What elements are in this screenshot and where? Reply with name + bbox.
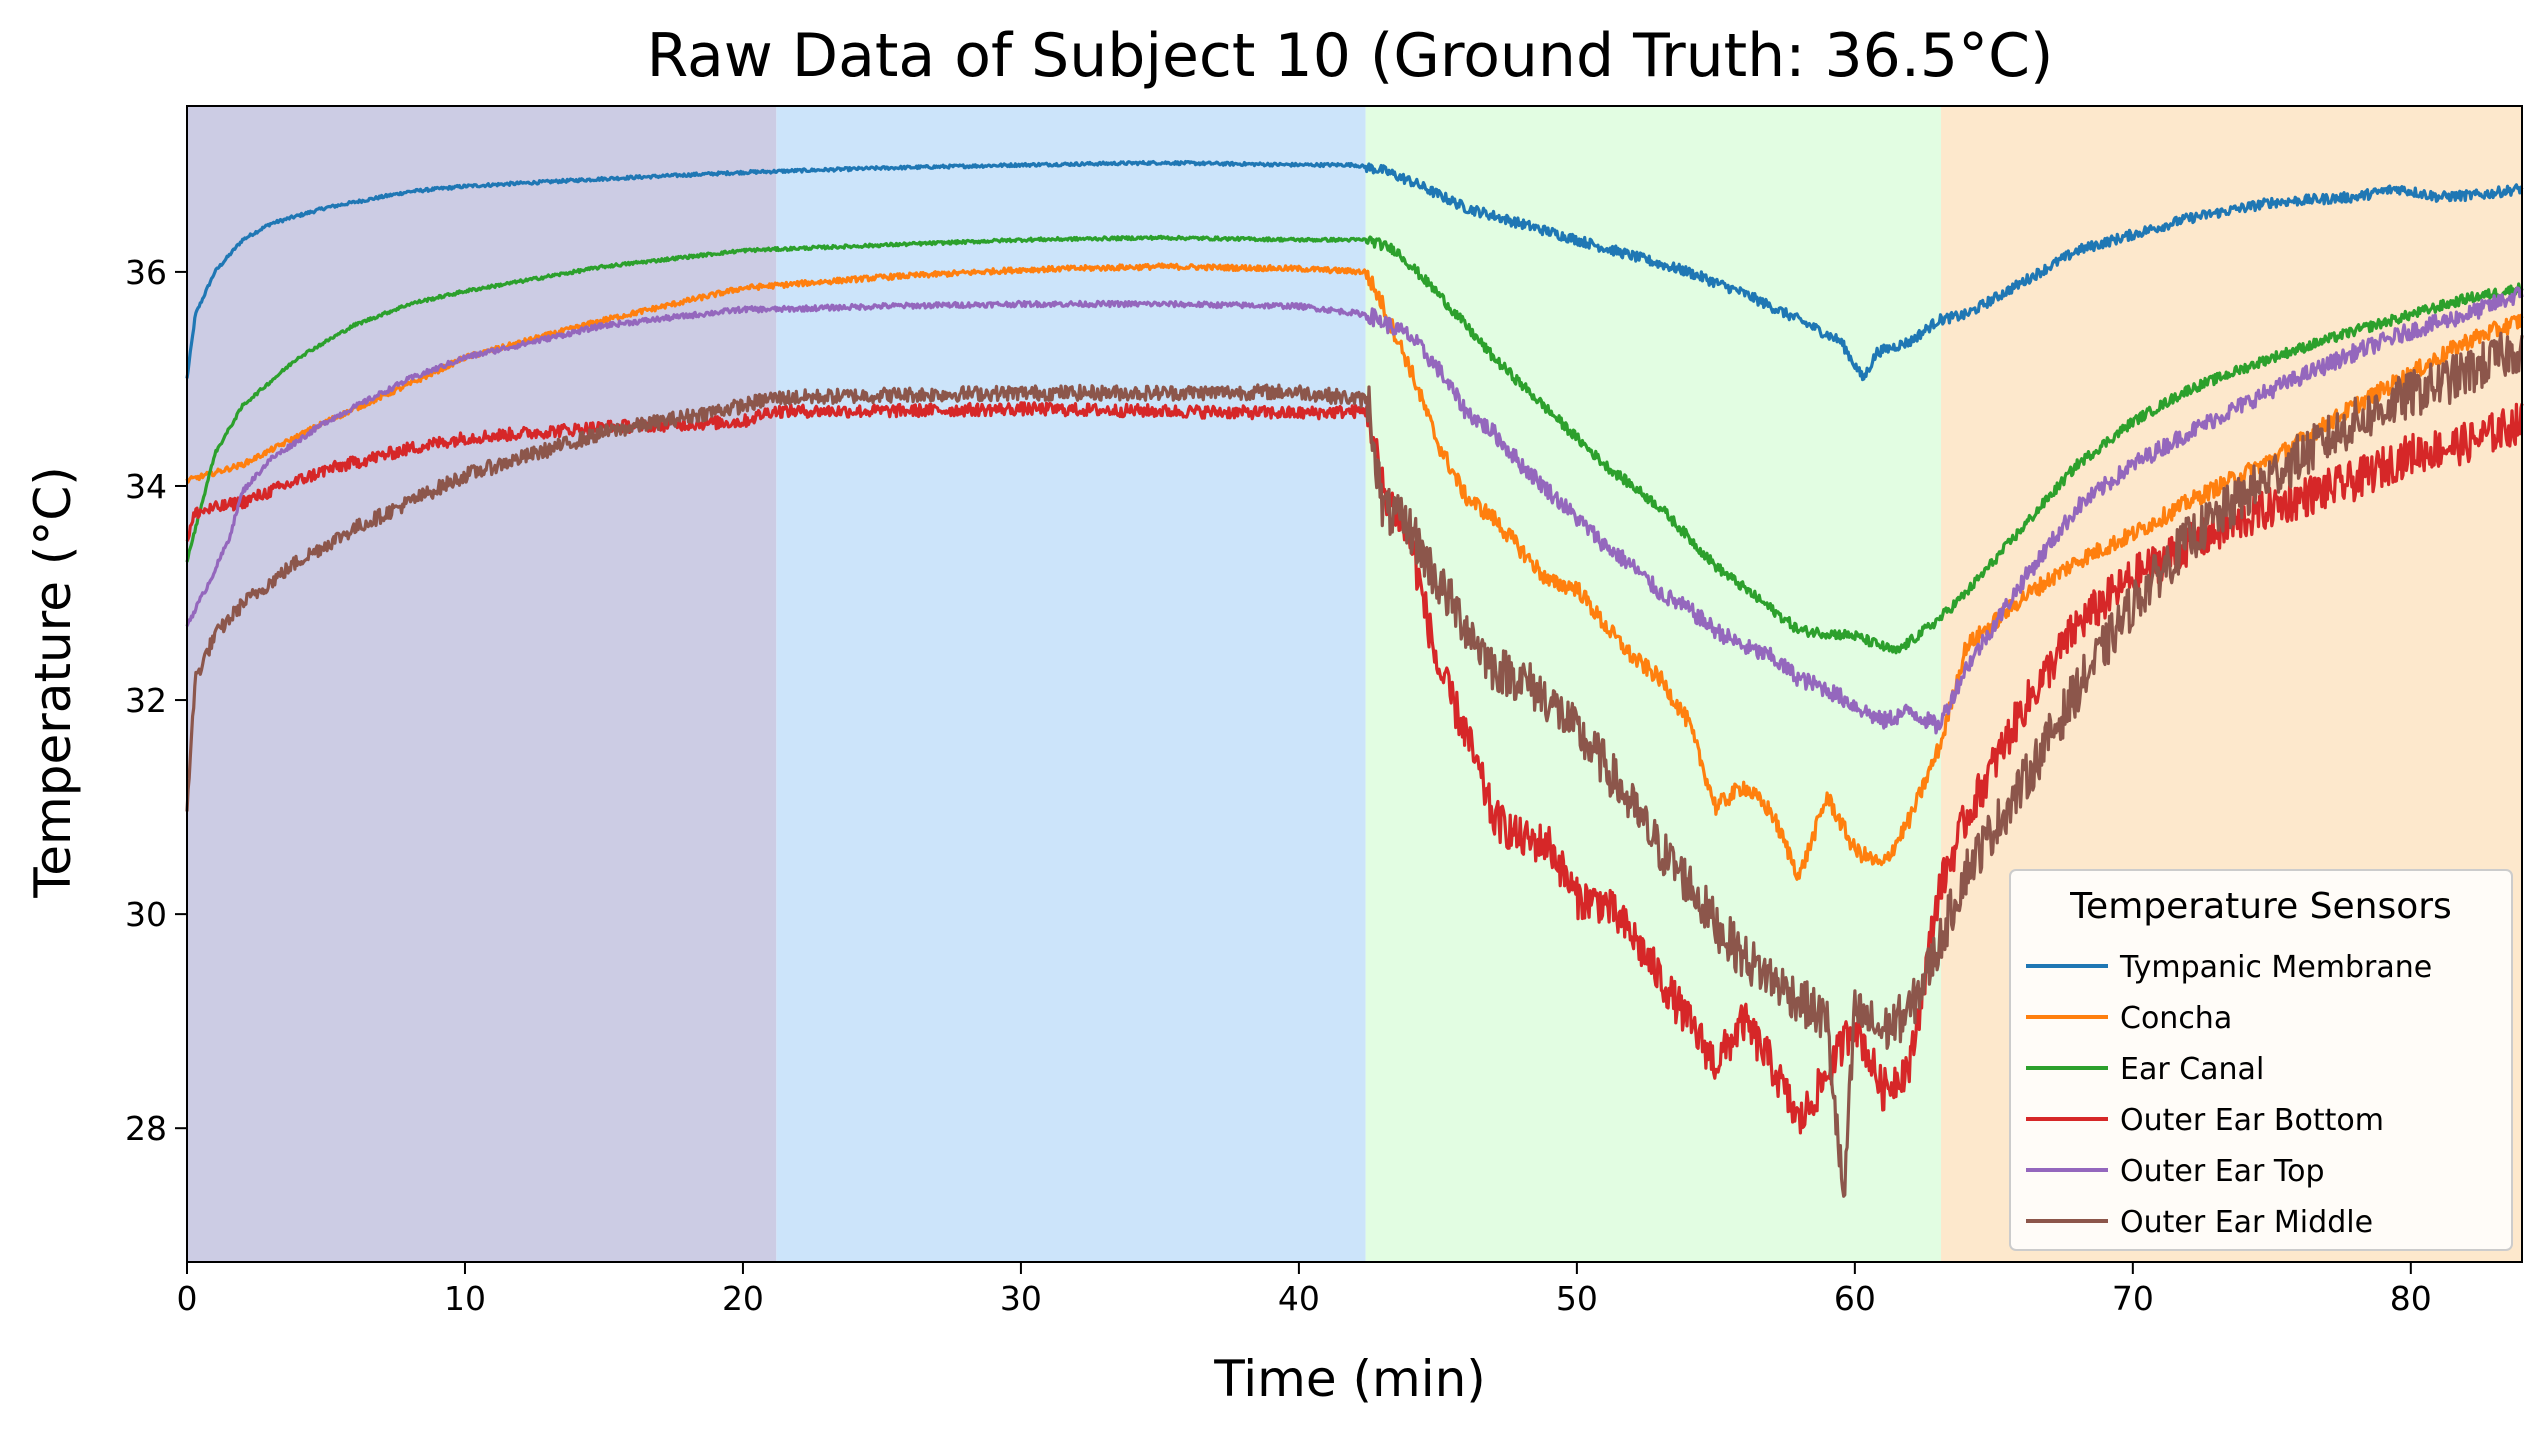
x-tick-label: 30 <box>1000 1279 1042 1318</box>
y-tick-label: 30 <box>125 895 167 934</box>
y-tick-label: 32 <box>125 681 167 720</box>
x-axis-label: Time (min) <box>1213 1350 1486 1408</box>
x-axis: 0 10 20 30 40 50 60 70 80 <box>177 1262 2432 1318</box>
series-line-6 <box>185 331 2524 1198</box>
series-lines <box>185 159 2524 1198</box>
x-tick-label: 0 <box>177 1279 198 1318</box>
series-line-3 <box>185 234 2524 655</box>
legend-box <box>2009 869 2513 1251</box>
legend-label: Outer Ear Top <box>2120 1154 2325 1189</box>
phase-band-1 <box>187 106 777 1262</box>
legend: Temperature Sensors Tympanic Membrane Con… <box>2009 869 2513 1251</box>
plot-frame <box>186 105 2523 1263</box>
legend-label: Outer Ear Bottom <box>2120 1103 2384 1138</box>
x-tick-label: 60 <box>1834 1279 1876 1318</box>
legend-label: Outer Ear Middle <box>2120 1205 2373 1240</box>
y-axis-label: Temperature (°C) <box>24 466 82 899</box>
x-tick-label: 10 <box>444 1279 486 1318</box>
series-line-4 <box>185 396 2524 1135</box>
y-axis: 28 30 32 34 36 <box>125 253 187 1148</box>
x-tick-label: 70 <box>2112 1279 2154 1318</box>
series-line-2 <box>185 262 2524 881</box>
legend-title: Temperature Sensors <box>2069 886 2452 927</box>
x-tick-label: 50 <box>1556 1279 1598 1318</box>
phase-band-3 <box>1365 106 1942 1262</box>
chart-title: Raw Data of Subject 10 (Ground Truth: 36… <box>647 21 2054 91</box>
y-tick-label: 34 <box>125 467 167 506</box>
y-tick-label: 28 <box>125 1109 167 1148</box>
series-line-5 <box>185 286 2524 735</box>
legend-label: Ear Canal <box>2120 1052 2264 1087</box>
x-tick-label: 20 <box>722 1279 764 1318</box>
legend-label: Tympanic Membrane <box>2119 950 2432 985</box>
y-tick-label: 36 <box>125 253 167 292</box>
legend-label: Concha <box>2120 1001 2232 1036</box>
phase-band-2 <box>776 106 1366 1262</box>
x-tick-label: 80 <box>2390 1279 2432 1318</box>
x-tick-label: 40 <box>1278 1279 1320 1318</box>
legend-items: Tympanic Membrane Concha Ear Canal Outer Ea… <box>2026 950 2432 1240</box>
series-line-1 <box>185 159 2524 382</box>
